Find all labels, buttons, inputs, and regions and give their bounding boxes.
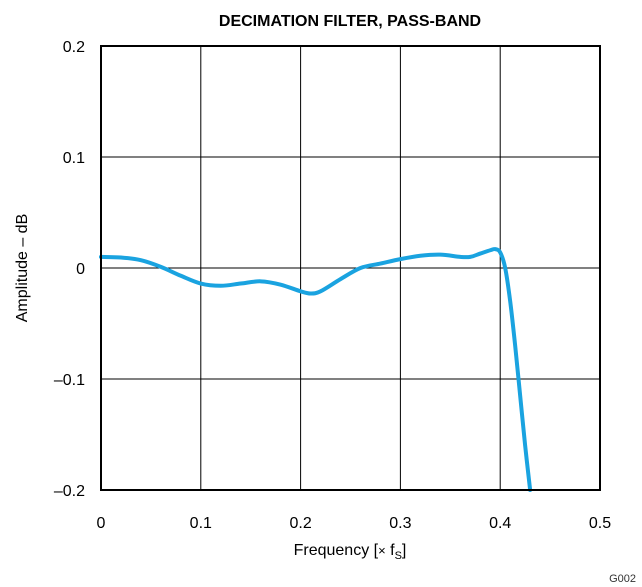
plot-frame: [100, 45, 601, 491]
y-tick-label: 0: [76, 261, 85, 278]
series-layer: [99, 247, 533, 492]
x-axis-label-times: ×: [378, 543, 386, 558]
x-tick-label: 0.2: [289, 515, 311, 532]
x-axis-label-suffix: ]: [402, 542, 406, 559]
y-axis-label: Amplitude – dB: [14, 214, 31, 323]
x-tick-label: 0.5: [589, 515, 611, 532]
x-tick-label: 0: [97, 515, 106, 532]
tick-labels: 0 0.1 0.2 0.3 0.4 0.5 0.2 0.1 0 –0.1 –0.2: [54, 39, 611, 532]
y-tick-label: 0.1: [63, 150, 85, 167]
x-tick-label: 0.4: [489, 515, 511, 532]
series-line: [99, 247, 533, 492]
chart-title: DECIMATION FILTER, PASS-BAND: [219, 13, 481, 30]
x-tick-label: 0.1: [190, 515, 212, 532]
x-axis-label: Frequency [× fS]: [294, 542, 407, 562]
x-axis-label-prefix: Frequency [: [294, 542, 379, 559]
figure-id: G002: [609, 573, 636, 585]
y-tick-label: –0.1: [54, 372, 85, 389]
x-axis-label-sub: S: [395, 550, 402, 562]
y-tick-label: 0.2: [63, 39, 85, 56]
y-tick-label: –0.2: [54, 483, 85, 500]
x-tick-label: 0.3: [389, 515, 411, 532]
x-axis-label-f: f: [386, 542, 395, 559]
grid-lines: [101, 46, 600, 490]
